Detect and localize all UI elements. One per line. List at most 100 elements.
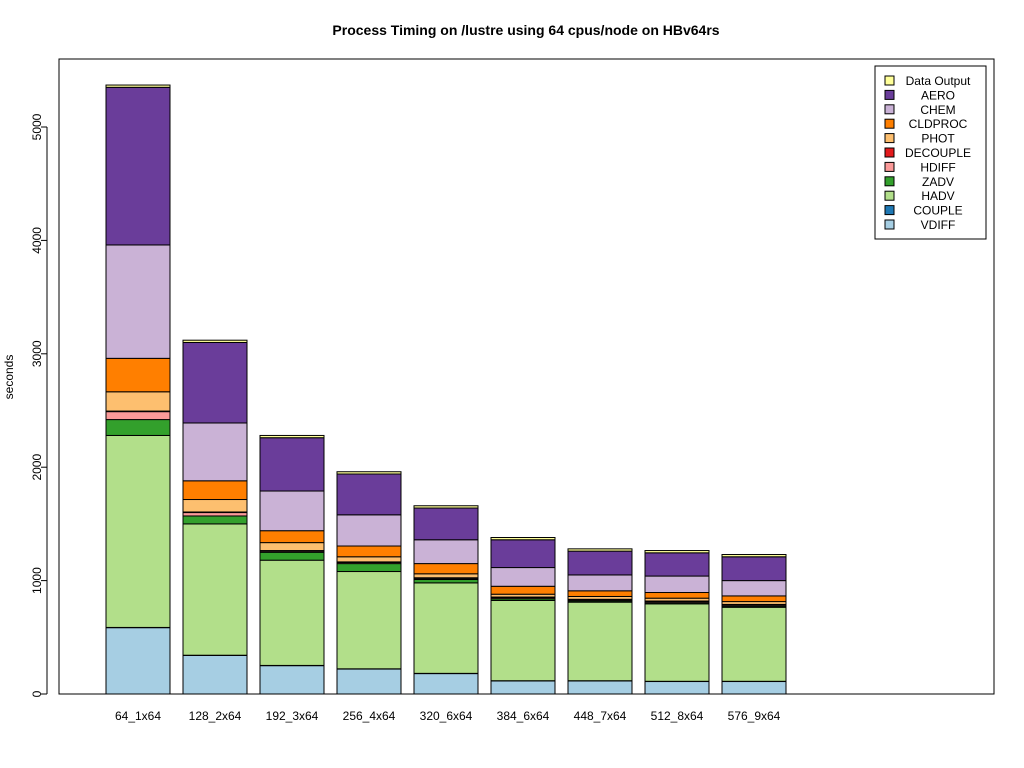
x-tick-label: 128_2x64 [189, 709, 242, 723]
legend-label: CLDPROC [909, 117, 968, 131]
legend-swatch [884, 75, 895, 86]
bar-segment-vdiff-320_6x64 [413, 673, 479, 695]
bar-segment-hdiff-64_1x64 [105, 411, 171, 421]
legend-swatch [884, 190, 895, 201]
bar-segment-cldproc-384_6x64 [490, 585, 556, 595]
bar-segment-aero-576_9x64 [721, 556, 787, 582]
x-tick-label: 256_4x64 [343, 709, 396, 723]
bar-segment-phot-192_3x64 [259, 542, 325, 552]
bar-segment-data-output-576_9x64 [721, 554, 787, 558]
bar-segment-hadv-256_4x64 [336, 571, 402, 670]
bar-segment-zadv-320_6x64 [413, 578, 479, 584]
bar-segment-cldproc-448_7x64 [567, 590, 633, 597]
bar-segment-data-output-320_6x64 [413, 505, 479, 509]
legend-swatch [884, 89, 895, 100]
bars-group [105, 84, 787, 695]
bar-segment-zadv-128_2x64 [182, 515, 248, 525]
legend-label: PHOT [921, 132, 955, 146]
x-tick-label: 512_8x64 [651, 709, 704, 723]
legend-label: DECOUPLE [905, 146, 971, 160]
bar-segment-hadv-64_1x64 [105, 434, 171, 628]
legend-swatch [884, 133, 895, 144]
x-tick-label: 448_7x64 [574, 709, 627, 723]
bar-segment-zadv-256_4x64 [336, 563, 402, 573]
bar-segment-hdiff-128_2x64 [182, 512, 248, 517]
bar-segment-aero-64_1x64 [105, 86, 171, 246]
bar-segment-vdiff-576_9x64 [721, 681, 787, 695]
bar-segment-chem-448_7x64 [567, 574, 633, 592]
legend-swatch [884, 161, 895, 172]
legend-swatch [884, 104, 895, 115]
x-tick-label: 64_1x64 [115, 709, 161, 723]
bar-segment-phot-128_2x64 [182, 499, 248, 513]
bar-segment-cldproc-576_9x64 [721, 595, 787, 603]
bar-segment-cldproc-320_6x64 [413, 563, 479, 575]
bar-segment-cldproc-64_1x64 [105, 357, 171, 393]
bar-segment-zadv-192_3x64 [259, 551, 325, 561]
legend-swatch [884, 219, 895, 230]
bar-segment-aero-512_8x64 [644, 552, 710, 577]
bar-segment-cldproc-256_4x64 [336, 545, 402, 558]
y-tick-label: 4000 [30, 227, 44, 254]
bar-segment-data-output-128_2x64 [182, 339, 248, 343]
bar-segment-aero-320_6x64 [413, 507, 479, 541]
bar-segment-chem-128_2x64 [182, 422, 248, 482]
bar-segment-zadv-64_1x64 [105, 419, 171, 436]
y-tick-label: 0 [30, 690, 44, 697]
legend-swatch [884, 205, 895, 216]
legend-label: Data Output [906, 74, 971, 88]
legend-swatch [884, 147, 895, 158]
y-tick-label: 5000 [30, 113, 44, 140]
x-tick-label: 384_6x64 [497, 709, 550, 723]
bar-segment-data-output-256_4x64 [336, 471, 402, 475]
bar-segment-chem-320_6x64 [413, 539, 479, 565]
bar-segment-chem-192_3x64 [259, 490, 325, 532]
bar-segment-data-output-192_3x64 [259, 434, 325, 439]
bar-segment-vdiff-64_1x64 [105, 627, 171, 695]
bar-segment-chem-64_1x64 [105, 244, 171, 359]
bar-segment-data-output-384_6x64 [490, 537, 556, 541]
bar-segment-vdiff-256_4x64 [336, 668, 402, 695]
bar-segment-vdiff-192_3x64 [259, 665, 325, 695]
bar-segment-aero-192_3x64 [259, 437, 325, 492]
bar-segment-hadv-384_6x64 [490, 599, 556, 682]
bar-segment-aero-448_7x64 [567, 550, 633, 576]
bar-segment-cldproc-128_2x64 [182, 480, 248, 501]
bar-segment-vdiff-448_7x64 [567, 680, 633, 695]
bar-segment-data-output-64_1x64 [105, 84, 171, 88]
bar-segment-aero-384_6x64 [490, 539, 556, 569]
bar-segment-hadv-448_7x64 [567, 601, 633, 682]
y-tick-label: 3000 [30, 340, 44, 367]
legend: Data OutputAEROCHEMCLDPROCPHOTDECOUPLEHD… [874, 65, 987, 240]
bar-segment-hadv-576_9x64 [721, 606, 787, 682]
bar-segment-hadv-320_6x64 [413, 582, 479, 674]
legend-label: VDIFF [921, 218, 956, 232]
bar-segment-vdiff-128_2x64 [182, 654, 248, 695]
y-axis-label: seconds [2, 355, 16, 400]
bar-segment-vdiff-384_6x64 [490, 680, 556, 695]
bar-segment-data-output-448_7x64 [567, 548, 633, 552]
x-tick-label: 320_6x64 [420, 709, 473, 723]
bar-segment-chem-512_8x64 [644, 575, 710, 594]
legend-label: AERO [921, 88, 955, 102]
legend-label: HADV [921, 189, 954, 203]
legend-label: COUPLE [913, 204, 962, 218]
bar-segment-hadv-192_3x64 [259, 559, 325, 666]
chart-title: Process Timing on /lustre using 64 cpus/… [332, 22, 719, 38]
legend-label: ZADV [922, 175, 954, 189]
bar-segment-chem-384_6x64 [490, 567, 556, 587]
bar-segment-vdiff-512_8x64 [644, 681, 710, 695]
bar-segment-chem-256_4x64 [336, 514, 402, 547]
x-tick-label: 576_9x64 [728, 709, 781, 723]
y-tick-label: 2000 [30, 454, 44, 481]
legend-label: CHEM [920, 103, 955, 117]
x-axis: 64_1x64 128_2x64 192_3x64 256_4x64 320_6x64 3… [115, 709, 781, 723]
bar-segment-chem-576_9x64 [721, 580, 787, 597]
legend-swatch [884, 118, 895, 129]
bar-segment-cldproc-512_8x64 [644, 592, 710, 599]
bar-segment-hadv-128_2x64 [182, 523, 248, 656]
bar-segment-data-output-512_8x64 [644, 550, 710, 554]
y-tick-label: 1000 [30, 567, 44, 594]
bar-segment-cldproc-192_3x64 [259, 530, 325, 544]
